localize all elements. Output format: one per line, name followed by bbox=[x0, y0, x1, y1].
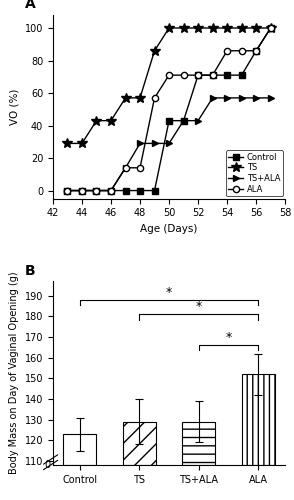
TS bbox=[167, 25, 171, 31]
TS bbox=[269, 25, 273, 31]
Control bbox=[138, 188, 142, 194]
Control bbox=[182, 118, 185, 124]
ALA bbox=[182, 72, 185, 78]
Text: *: * bbox=[166, 286, 172, 299]
ALA bbox=[153, 95, 156, 101]
Line: TS+ALA: TS+ALA bbox=[65, 95, 273, 194]
Control bbox=[196, 72, 200, 78]
ALA bbox=[66, 188, 69, 194]
TS bbox=[95, 118, 98, 124]
Control bbox=[80, 188, 84, 194]
TS+ALA bbox=[66, 188, 69, 194]
TS+ALA bbox=[109, 188, 113, 194]
Bar bbox=[242, 374, 275, 465]
TS+ALA bbox=[182, 118, 185, 124]
TS bbox=[240, 25, 243, 31]
ALA bbox=[167, 72, 171, 78]
TS bbox=[109, 118, 113, 124]
TS bbox=[211, 25, 214, 31]
ALA bbox=[138, 165, 142, 171]
TS+ALA bbox=[211, 95, 214, 101]
TS bbox=[124, 95, 127, 101]
Bar bbox=[183, 422, 215, 465]
Line: Control: Control bbox=[65, 25, 273, 194]
ALA bbox=[211, 72, 214, 78]
Control bbox=[225, 72, 229, 78]
Control bbox=[240, 72, 243, 78]
Bar bbox=[123, 422, 156, 465]
ALA bbox=[196, 72, 200, 78]
Text: A: A bbox=[25, 0, 36, 12]
TS+ALA bbox=[269, 95, 273, 101]
ALA bbox=[254, 48, 258, 54]
Bar bbox=[64, 434, 96, 465]
TS bbox=[153, 48, 156, 54]
Control bbox=[254, 48, 258, 54]
Text: B: B bbox=[25, 264, 36, 278]
TS bbox=[138, 95, 142, 101]
TS bbox=[182, 25, 185, 31]
TS bbox=[196, 25, 200, 31]
TS bbox=[225, 25, 229, 31]
Line: TS: TS bbox=[63, 23, 275, 148]
TS bbox=[66, 140, 69, 146]
TS+ALA bbox=[254, 95, 258, 101]
Text: 0: 0 bbox=[44, 460, 50, 470]
X-axis label: Age (Days): Age (Days) bbox=[140, 224, 198, 234]
Control bbox=[95, 188, 98, 194]
TS bbox=[80, 140, 84, 146]
Text: *: * bbox=[225, 332, 232, 344]
Legend: Control, TS, TS+ALA, ALA: Control, TS, TS+ALA, ALA bbox=[226, 150, 283, 196]
TS+ALA bbox=[167, 140, 171, 146]
ALA bbox=[269, 25, 273, 31]
ALA bbox=[95, 188, 98, 194]
Control bbox=[66, 188, 69, 194]
TS+ALA bbox=[196, 118, 200, 124]
Control bbox=[167, 118, 171, 124]
ALA bbox=[109, 188, 113, 194]
Control bbox=[124, 188, 127, 194]
Y-axis label: VO (%): VO (%) bbox=[9, 88, 19, 125]
TS+ALA bbox=[124, 165, 127, 171]
TS+ALA bbox=[240, 95, 243, 101]
Control bbox=[153, 188, 156, 194]
ALA bbox=[80, 188, 84, 194]
Control bbox=[109, 188, 113, 194]
Y-axis label: Body Mass on Day of Vaginal Opening (g): Body Mass on Day of Vaginal Opening (g) bbox=[9, 272, 19, 474]
Control bbox=[269, 25, 273, 31]
TS+ALA bbox=[80, 188, 84, 194]
Text: *: * bbox=[196, 300, 202, 314]
TS+ALA bbox=[153, 140, 156, 146]
TS+ALA bbox=[225, 95, 229, 101]
ALA bbox=[225, 48, 229, 54]
TS+ALA bbox=[138, 140, 142, 146]
ALA bbox=[240, 48, 243, 54]
Control bbox=[211, 72, 214, 78]
TS+ALA bbox=[95, 188, 98, 194]
Line: ALA: ALA bbox=[64, 25, 274, 194]
ALA bbox=[124, 165, 127, 171]
TS bbox=[254, 25, 258, 31]
